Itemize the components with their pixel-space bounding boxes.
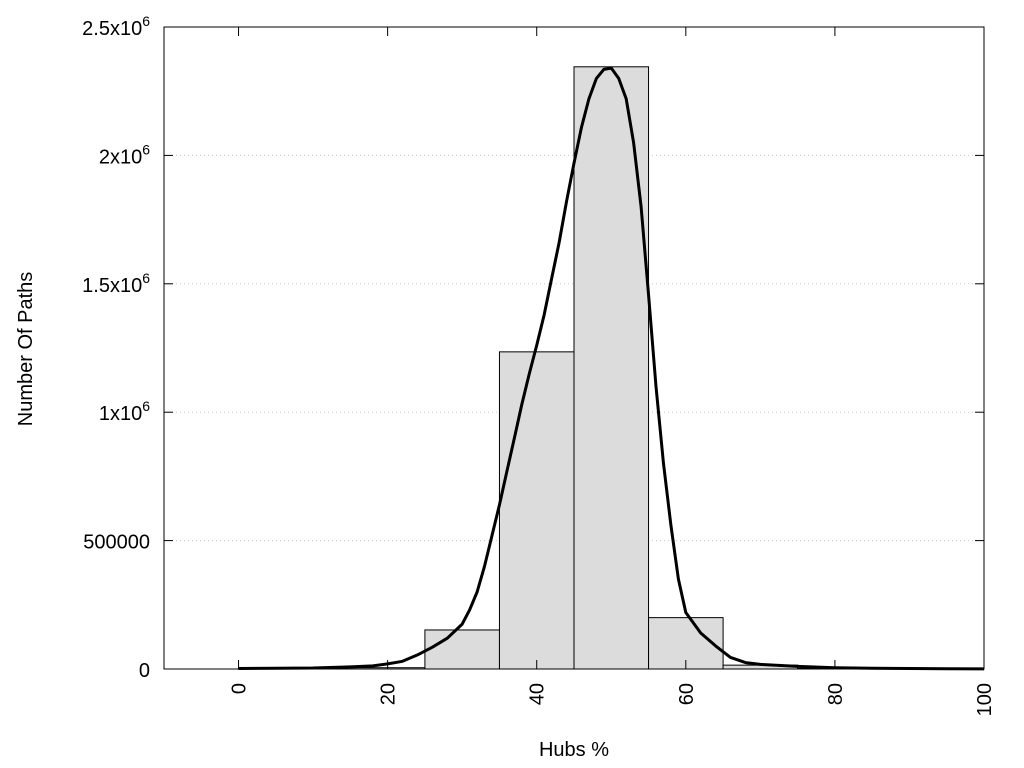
- grid-lines: [164, 154, 984, 542]
- y-tick-label-2: 1x106: [99, 398, 150, 425]
- x-tick-label-3: 60: [676, 683, 698, 705]
- y-tick-label-5: 2.5x106: [82, 13, 150, 40]
- plot-frame: [163, 26, 985, 670]
- y-tick-labels: 0 500000 1x106 1.5x106 2x106 2.5x106: [82, 13, 150, 682]
- x-axis-label: Hubs %: [539, 739, 609, 761]
- x-tick-label-2: 40: [527, 683, 549, 705]
- fitted-curve: [238, 66, 985, 671]
- y-tick-label-3: 1.5x106: [82, 270, 150, 297]
- y-tick-label-4: 2x106: [99, 141, 150, 168]
- x-tick-labels: 0 20 40 60 80 100: [229, 683, 996, 716]
- y-tick-label-0: 0: [139, 660, 150, 682]
- axis-ticks: [164, 26, 985, 670]
- x-tick-label-5: 100: [974, 683, 996, 716]
- y-tick-label-1: 500000: [83, 532, 150, 554]
- y-axis-label: Number Of Paths: [15, 272, 37, 427]
- histogram-bar-5: [573, 66, 650, 670]
- histogram-bar-3: [424, 629, 500, 670]
- x-tick-label-0: 0: [229, 683, 251, 694]
- x-tick-label-1: 20: [378, 683, 400, 705]
- histogram-bars: [349, 66, 873, 670]
- histogram-bar-4: [498, 351, 575, 670]
- x-tick-label-4: 80: [825, 683, 847, 705]
